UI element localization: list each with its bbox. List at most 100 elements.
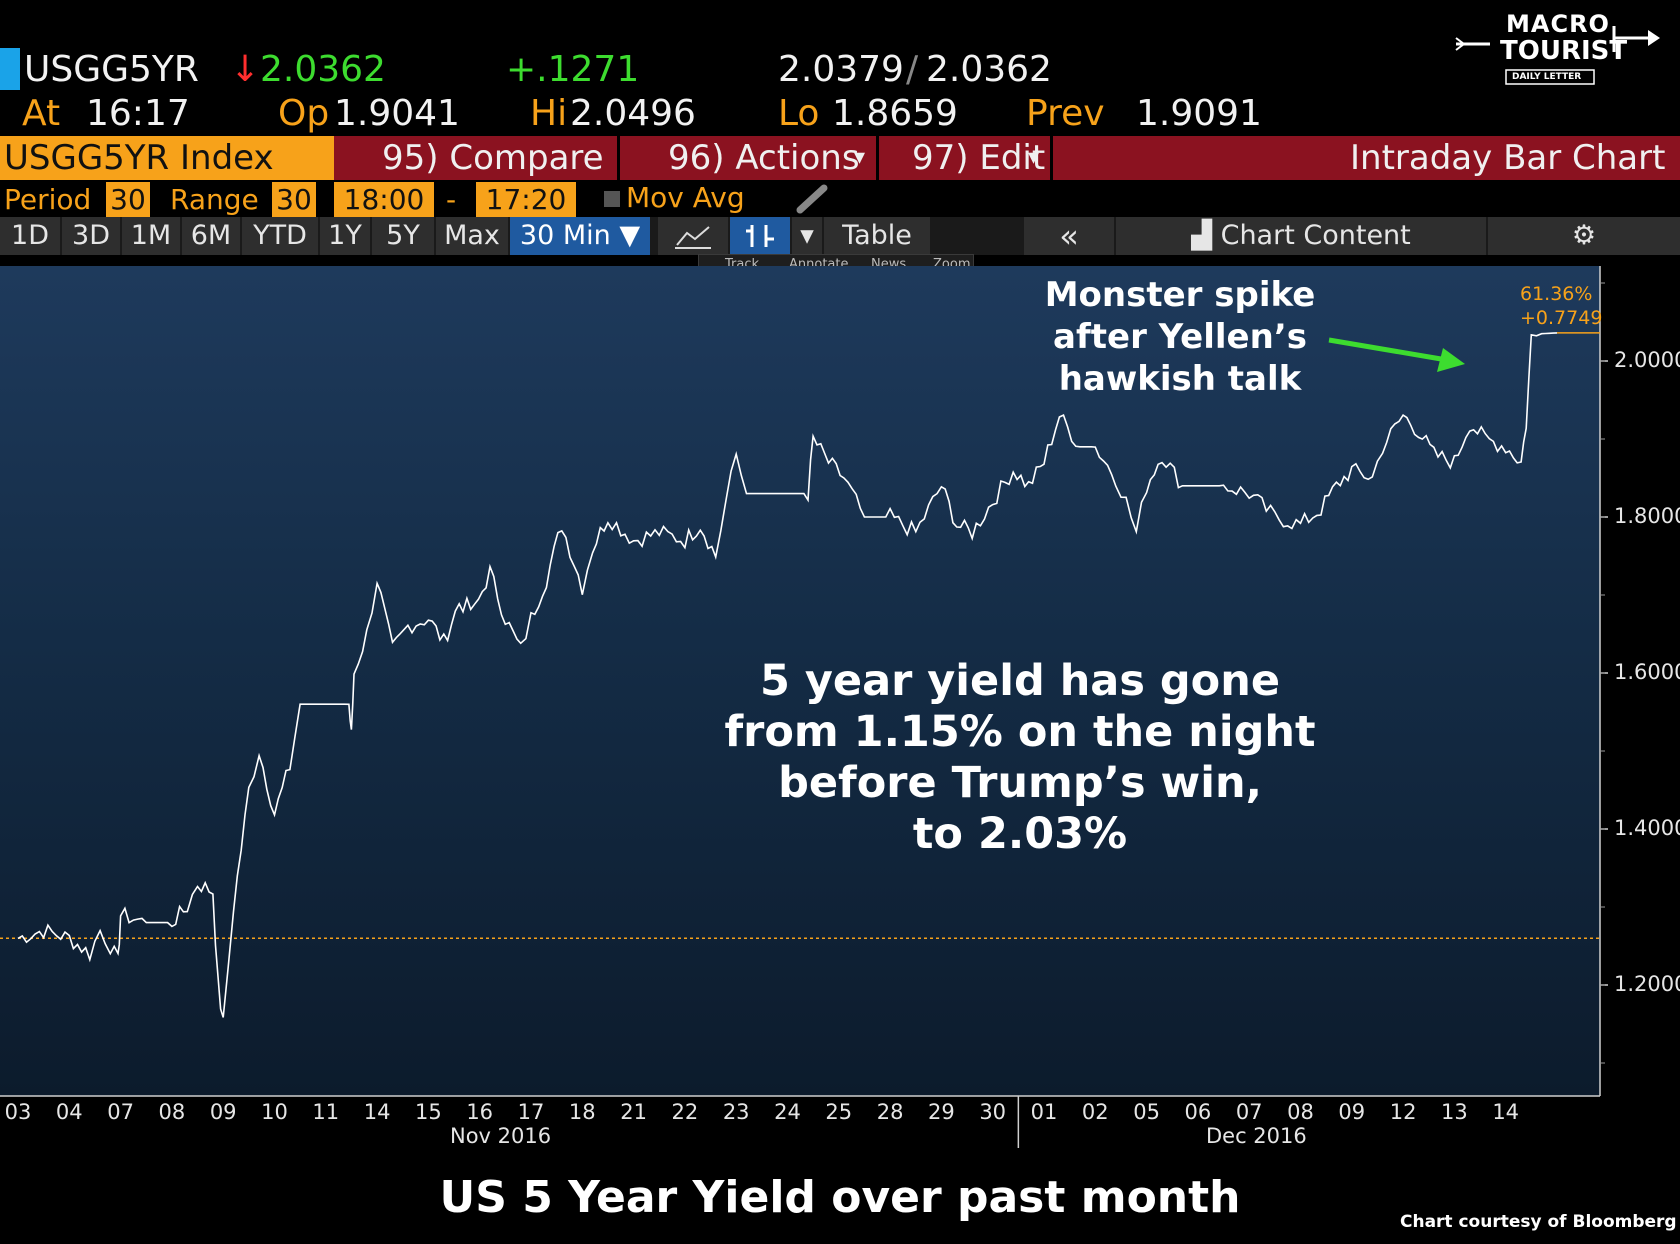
x-tick-label: 14: [363, 1100, 391, 1124]
y-tick-label: 1.8000: [1614, 504, 1680, 528]
summary-line-1: 5 year yield has gone: [760, 656, 1280, 706]
summary-line-4: to 2.03%: [912, 809, 1128, 859]
chart-type-title: Intraday Bar Chart: [1350, 138, 1666, 178]
x-tick-label: 16: [466, 1100, 494, 1124]
x-tick-label: 17: [517, 1100, 545, 1124]
tab-1y[interactable]: 1Y: [320, 217, 370, 255]
chart-content-label: Chart Content: [1220, 220, 1411, 251]
x-tick-label: 15: [415, 1100, 442, 1124]
x-tick-label: 30: [979, 1100, 1007, 1124]
mov-avg-checkbox[interactable]: [604, 191, 620, 207]
tab-5y[interactable]: 5Y: [372, 217, 434, 255]
month-label-dec: Dec 2016: [1206, 1124, 1307, 1148]
logo-arrows-icon: [1455, 26, 1660, 85]
x-tick-label: 04: [55, 1100, 83, 1124]
tab-6m[interactable]: 6M: [182, 217, 240, 255]
menu-divider: [617, 136, 620, 180]
function-menu-bar: USGG5YR Index 95) Compare 96) Actions ▾ …: [0, 136, 1680, 180]
price-change-percent: 61.36%: [1520, 283, 1593, 305]
x-tick-label: 29: [928, 1100, 955, 1124]
tab-1m[interactable]: 1M: [122, 217, 180, 255]
edit-menu[interactable]: 97) Edit: [912, 138, 1046, 178]
logo-line-3: DAILY LETTER: [1512, 72, 1582, 82]
prev-value: 1.9091: [1136, 93, 1262, 134]
x-tick-label: 08: [1287, 1100, 1314, 1124]
x-tick-label: 09: [1338, 1100, 1366, 1124]
period-input[interactable]: 30: [106, 182, 150, 218]
bid-value: 2.0379: [778, 49, 904, 90]
last-price: 2.0362: [260, 49, 386, 90]
tab-max[interactable]: Max: [436, 217, 508, 255]
collapse-button[interactable]: «: [1024, 217, 1114, 255]
x-tick-label: 07: [1235, 1100, 1263, 1124]
x-tick-label: 24: [774, 1100, 801, 1124]
bid-ask-separator: /: [906, 49, 919, 90]
down-arrow-icon: ↓: [230, 49, 261, 90]
x-tick-label: 28: [876, 1100, 904, 1124]
table-button[interactable]: Table: [824, 217, 930, 255]
month-label-nov: Nov 2016: [450, 1124, 552, 1148]
actions-caret-icon[interactable]: ▾: [854, 145, 866, 170]
chart-credit: Chart courtesy of Bloomberg: [1400, 1212, 1677, 1232]
x-tick-label: 25: [825, 1100, 853, 1124]
high-value: 2.0496: [570, 93, 696, 134]
x-tick-label: 05: [1133, 1100, 1160, 1124]
security-index-label[interactable]: USGG5YR Index: [0, 136, 334, 180]
x-tick-label: 08: [158, 1100, 186, 1124]
x-tick-label: 14: [1492, 1100, 1520, 1124]
time-range-dash: -: [446, 183, 457, 216]
chart-style-dropdown-icon[interactable]: ▾: [792, 217, 822, 255]
logo-line-1: MACRO: [1506, 10, 1610, 38]
yield-series-line: [17, 332, 1558, 1018]
mov-avg-label[interactable]: Mov Avg: [626, 181, 745, 214]
ask-value: 2.0362: [926, 49, 1052, 90]
logo-line-2: TOURIST: [1500, 36, 1628, 66]
x-tick-label: 13: [1441, 1100, 1468, 1124]
end-time-input[interactable]: 17:20: [476, 182, 576, 218]
range-input[interactable]: 30: [272, 182, 316, 218]
y-tick-label: 1.2000: [1614, 972, 1680, 996]
y-tick-label: 1.6000: [1614, 660, 1680, 684]
macro-tourist-logo: MACRO TOURIST DAILY LETTER: [1450, 8, 1660, 88]
open-label: Op: [278, 93, 330, 134]
prev-label: Prev: [1026, 93, 1105, 134]
timeframe-toolbar: 1D 3D 1M 6M YTD 1Y 5Y Max 30 Min ▼ ▾ Tab…: [0, 217, 1680, 255]
x-tick-label: 23: [722, 1100, 750, 1124]
edit-caret-icon[interactable]: ▾: [1028, 145, 1040, 170]
plot-area: [0, 266, 1600, 1096]
settings-gear-icon[interactable]: ⚙: [1488, 217, 1680, 255]
pencil-icon[interactable]: [796, 184, 830, 218]
x-tick-label: 06: [1184, 1100, 1212, 1124]
yield-chart: [0, 266, 1608, 1148]
compare-menu[interactable]: 95) Compare: [382, 138, 604, 178]
chart-caption: US 5 Year Yield over past month: [439, 1172, 1241, 1223]
low-label: Lo: [778, 93, 820, 134]
start-time-input[interactable]: 18:00: [334, 182, 434, 218]
at-value: 16:17: [86, 93, 190, 134]
x-tick-label: 01: [1030, 1100, 1058, 1124]
x-tick-label: 09: [209, 1100, 237, 1124]
line-chart-icon[interactable]: [658, 217, 728, 255]
spike-annotation-line-3: hawkish talk: [1058, 359, 1302, 399]
net-change: +.1271: [506, 49, 640, 90]
x-tick-label: 07: [107, 1100, 134, 1124]
price-change-value: +0.7749: [1520, 307, 1603, 329]
chart-content-button[interactable]: ▟ Chart Content: [1116, 217, 1486, 255]
x-tick-label: 10: [261, 1100, 288, 1124]
tab-3d[interactable]: 3D: [62, 217, 120, 255]
high-label: Hi: [530, 93, 568, 134]
bar-chart-icon[interactable]: [730, 217, 790, 255]
tab-ytd[interactable]: YTD: [242, 217, 318, 255]
spike-annotation-line-2: after Yellen’s: [1053, 317, 1307, 357]
actions-menu[interactable]: 96) Actions: [668, 138, 860, 178]
interval-select[interactable]: 30 Min ▼: [510, 217, 650, 255]
tab-1d[interactable]: 1D: [0, 217, 60, 255]
x-tick-label: 22: [671, 1100, 699, 1124]
menu-divider: [1050, 136, 1053, 180]
summary-line-3: before Trump’s win,: [778, 758, 1262, 808]
period-label: Period: [4, 183, 92, 216]
x-tick-label: 21: [620, 1100, 647, 1124]
green-arrow-icon: [1328, 337, 1465, 372]
summary-line-2: from 1.15% on the night: [724, 707, 1316, 757]
